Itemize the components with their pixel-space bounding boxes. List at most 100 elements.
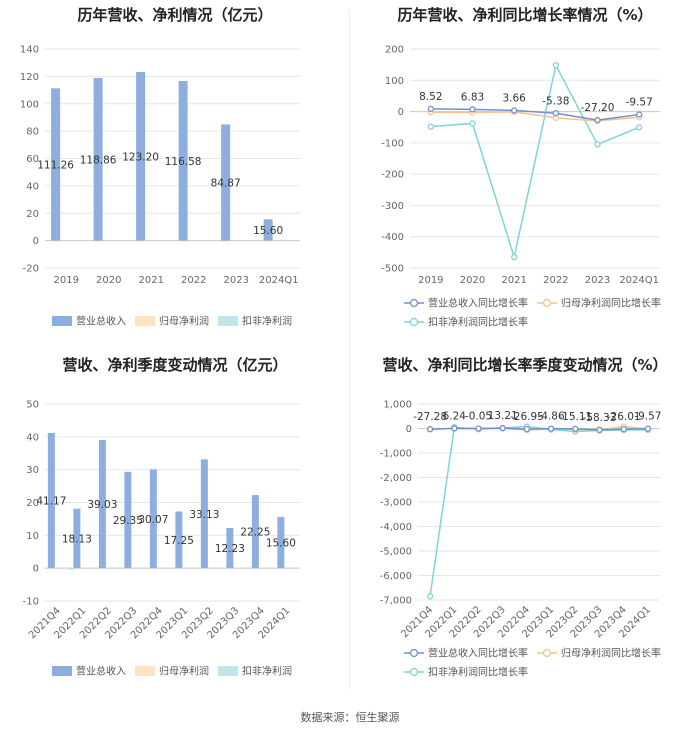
legend-swatch-point bbox=[542, 648, 552, 658]
y-tick-label: 10 bbox=[26, 531, 39, 542]
y-tick-label: -6,000 bbox=[380, 571, 412, 582]
data-label: -26.95 bbox=[510, 411, 544, 423]
series-point bbox=[451, 425, 458, 432]
data-label: 22.25 bbox=[240, 527, 270, 539]
y-tick-label: 50 bbox=[26, 400, 39, 411]
y-tick-label: -4,000 bbox=[380, 522, 412, 533]
legend-label: 归母净利润同比增长率 bbox=[561, 297, 661, 310]
data-label: 6.24 bbox=[443, 410, 467, 422]
chart-title: 历年营收、净利情况（亿元） bbox=[77, 6, 272, 24]
bar-revenue bbox=[175, 511, 183, 569]
data-label: -58.33 bbox=[583, 412, 617, 424]
x-tick-label: 2021 bbox=[501, 275, 526, 286]
series-point bbox=[620, 425, 627, 433]
chart-title: 营收、净利同比增长率季度变动情况（%） bbox=[382, 356, 667, 374]
bar-revenue bbox=[277, 516, 285, 569]
legend-label: 扣非净利润 bbox=[242, 665, 292, 678]
data-label: 8.52 bbox=[419, 91, 442, 103]
data-label: 29.35 bbox=[113, 515, 143, 527]
y-tick-label: 60 bbox=[26, 154, 39, 165]
data-label: 39.03 bbox=[87, 499, 117, 511]
data-label: 15.60 bbox=[266, 538, 296, 550]
series-point bbox=[511, 253, 518, 261]
data-label: 41.17 bbox=[36, 496, 66, 508]
annual-growth-rate-chart: 历年营收、净利同比增长率情况（%） -500 -400 -300 -200 -100 0 10… bbox=[350, 0, 700, 350]
legend-label: 扣非净利润 bbox=[242, 315, 292, 328]
series-point bbox=[636, 111, 643, 118]
data-label: -0.05 bbox=[465, 411, 492, 423]
y-tick-label: -400 bbox=[381, 232, 404, 243]
series-line-revenue bbox=[430, 108, 640, 121]
y-tick-label: 80 bbox=[26, 127, 39, 138]
legend-swatch bbox=[52, 666, 72, 676]
data-label: -5.38 bbox=[542, 95, 569, 107]
series-point bbox=[572, 425, 579, 433]
data-label: 3.66 bbox=[502, 92, 526, 104]
bar-revenue bbox=[98, 440, 106, 569]
y-tick-label: 0 bbox=[33, 236, 39, 247]
annual-growth-rate-svg: 历年营收、净利同比增长率情况（%） -500 -400 -300 -200 -100 0 10… bbox=[381, 6, 661, 329]
data-label: -9.57 bbox=[634, 411, 661, 423]
series-point bbox=[475, 425, 482, 432]
y-tick-label: 20 bbox=[26, 498, 39, 509]
panel-divider bbox=[349, 10, 350, 690]
series-point bbox=[636, 124, 643, 131]
y-tick-label: -200 bbox=[381, 170, 404, 181]
data-label: 30.07 bbox=[138, 514, 168, 526]
y-tick-label: 30 bbox=[26, 465, 39, 476]
x-tick-label: 2023 bbox=[224, 275, 249, 286]
y-tick-label: 0 bbox=[406, 424, 412, 435]
series-point bbox=[596, 426, 603, 434]
data-label: 33.13 bbox=[189, 509, 219, 521]
y-tick-label: 0 bbox=[33, 564, 39, 575]
series-point bbox=[469, 120, 476, 127]
quarterly-revenue-profit-svg: 营收、净利季度变动情况（亿元）-10010203040502021Q42022Q… bbox=[23, 356, 300, 678]
series-point bbox=[547, 425, 555, 432]
x-tick-label: 2020 bbox=[96, 275, 121, 286]
bar-revenue bbox=[178, 81, 188, 241]
bar-revenue bbox=[226, 528, 234, 569]
x-tick-label: 2021 bbox=[139, 275, 164, 286]
legend-swatch-point bbox=[409, 648, 419, 658]
bar-revenue bbox=[47, 432, 55, 569]
chart-title: 营收、净利季度变动情况（亿元） bbox=[62, 356, 287, 374]
bar-revenue bbox=[221, 124, 231, 241]
x-tick-label: 2020 bbox=[460, 275, 485, 286]
y-tick-label: 1,000 bbox=[383, 400, 412, 411]
series-point bbox=[511, 107, 518, 114]
bar-revenue bbox=[93, 77, 103, 241]
x-tick-label: 2022 bbox=[543, 275, 568, 286]
y-tick-label: -2,000 bbox=[380, 473, 412, 484]
data-label: -26.01 bbox=[607, 411, 641, 423]
data-label: 111.26 bbox=[37, 159, 74, 171]
series-point bbox=[552, 62, 559, 69]
x-tick-label: 2019 bbox=[418, 275, 443, 286]
bar-revenue bbox=[200, 459, 208, 569]
quarterly-growth-rate-chart: 营收、净利同比增长率季度变动情况（%） -7,000 -6,000 -5,000 -4,… bbox=[350, 350, 700, 700]
legend-swatch-point bbox=[409, 667, 419, 677]
data-label: -4.86 bbox=[538, 411, 565, 423]
data-label: 18.13 bbox=[62, 533, 92, 545]
series-line-deducted-profit bbox=[430, 63, 640, 260]
data-label: 12.23 bbox=[215, 543, 245, 555]
legend-swatch bbox=[135, 666, 155, 676]
legend-label: 扣非净利润同比增长率 bbox=[428, 316, 528, 329]
quarterly-revenue-profit-chart: 营收、净利季度变动情况（亿元） -10 0 10 20 30 40 50 2021Q4 2022Q… bbox=[0, 350, 350, 700]
data-label: 123.20 bbox=[122, 151, 159, 163]
y-tick-label: 200 bbox=[385, 45, 404, 56]
x-tick-label: 2024Q1 bbox=[619, 275, 659, 286]
quarterly-growth-rate-svg: 营收、净利同比增长率季度变动情况（%） -7,000 -6,000 -5,000 -4,… bbox=[380, 356, 668, 679]
y-tick-label: 20 bbox=[26, 209, 39, 220]
y-tick-label: -7,000 bbox=[380, 596, 412, 607]
series-point bbox=[427, 123, 434, 130]
bar-revenue bbox=[73, 508, 81, 569]
data-label: 116.58 bbox=[165, 156, 202, 168]
legend-swatch bbox=[218, 666, 238, 676]
y-tick-label: 100 bbox=[385, 76, 404, 87]
data-label: 6.83 bbox=[461, 91, 484, 103]
y-tick-label: 0 bbox=[398, 107, 404, 118]
series-line-revenue bbox=[430, 427, 648, 431]
legend-label: 归母净利润同比增长率 bbox=[561, 647, 661, 660]
y-tick-label: 40 bbox=[26, 432, 39, 443]
bar-revenue bbox=[251, 495, 259, 569]
